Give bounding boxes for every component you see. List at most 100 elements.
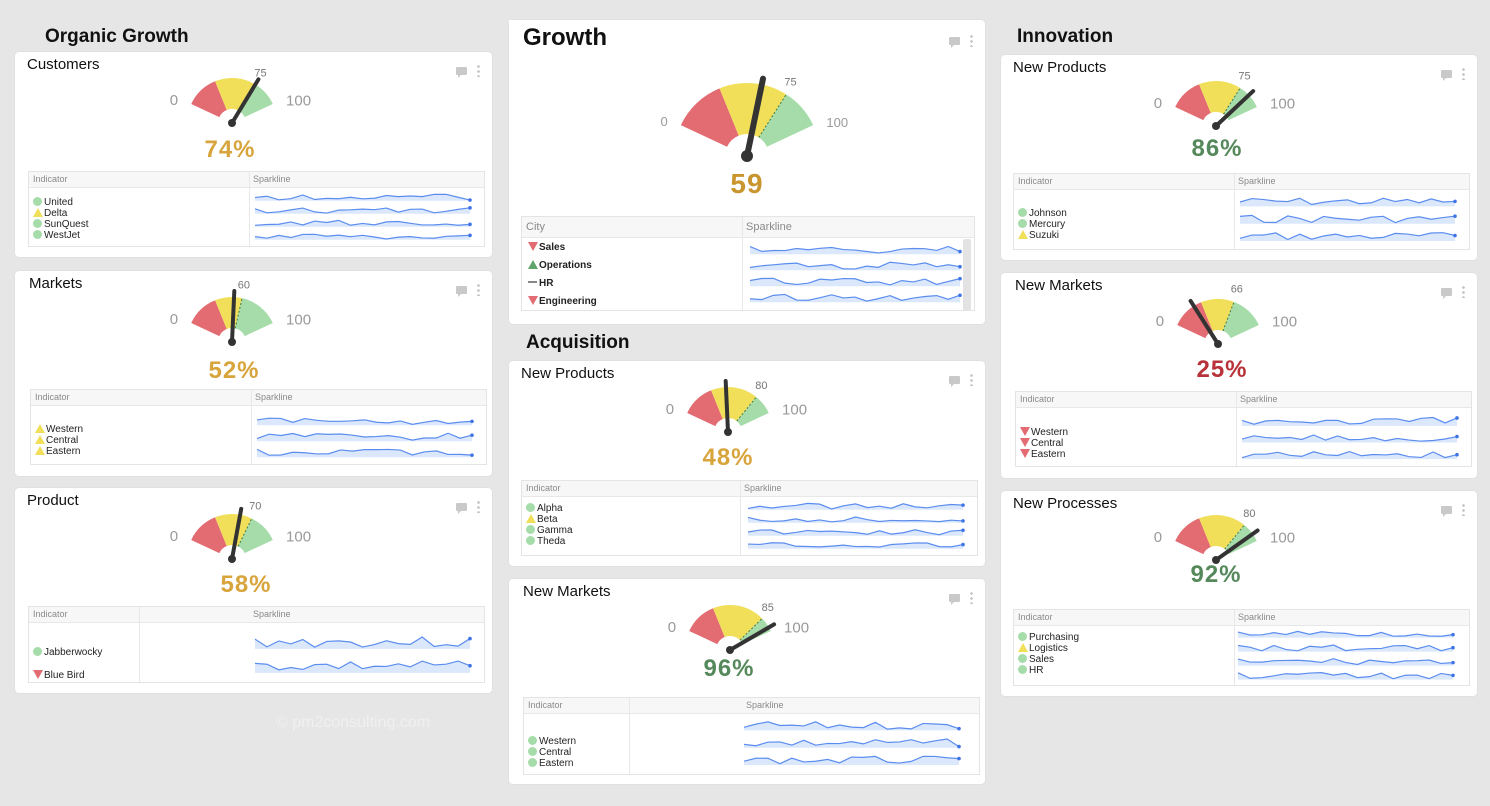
indicator-row[interactable]: Western	[35, 424, 83, 435]
indicator-row[interactable]: United	[33, 197, 88, 208]
card-growth: Growth 0 100 75 59 City Sparkline Sales Ope…	[509, 20, 985, 324]
indicator-row[interactable]: Logistics	[1018, 643, 1079, 654]
sparkline	[747, 516, 964, 523]
more-options-icon[interactable]	[477, 500, 480, 513]
more-options-icon[interactable]	[477, 64, 480, 77]
sparklines	[1239, 197, 1457, 242]
indicator-row[interactable]: Operations	[528, 257, 597, 275]
card-acquisition-new-products: New Products 0 100 80 48% Indicator Sparkl…	[509, 361, 985, 566]
gauge-yellow-band	[1199, 81, 1241, 115]
column-header-indicator[interactable]: Indicator	[528, 700, 563, 710]
comment-icon[interactable]	[1441, 69, 1452, 81]
comment-icon[interactable]	[949, 375, 960, 387]
column-header-sparkline[interactable]: Sparkline	[253, 174, 291, 184]
more-options-icon[interactable]	[1462, 503, 1465, 516]
column-header-sparkline[interactable]: Sparkline	[255, 392, 293, 402]
column-header-indicator[interactable]: Indicator	[1018, 176, 1053, 186]
indicator-row[interactable]: Central	[1020, 438, 1068, 449]
column-header-sparkline[interactable]: Sparkline	[744, 483, 782, 493]
gauge-needle	[230, 506, 244, 561]
sparkline-area	[255, 661, 470, 673]
comment-icon[interactable]	[456, 285, 467, 297]
indicator-row[interactable]: Purchasing	[1018, 632, 1079, 643]
indicator-row[interactable]: Western	[1020, 427, 1068, 438]
sparkline	[254, 219, 471, 226]
column-header-indicator[interactable]: Indicator	[33, 174, 68, 184]
column-header-indicator[interactable]: Indicator	[35, 392, 70, 402]
indicator-row[interactable]: Blue Bird	[33, 664, 102, 687]
indicator-table: Indicator Sparkline Western Central Easter…	[30, 389, 487, 465]
more-options-icon[interactable]	[1462, 67, 1465, 80]
status-down-icon	[1020, 427, 1030, 436]
gauge-target-label: 80	[755, 380, 767, 392]
indicator-row[interactable]: Western	[528, 736, 576, 747]
card-title: Product	[27, 492, 79, 509]
indicator-row[interactable]: Eastern	[528, 758, 576, 769]
sparkline-area	[748, 542, 963, 549]
indicator-row[interactable]: Eastern	[35, 446, 83, 457]
gauge-max-label: 100	[826, 115, 848, 130]
indicator-label: Suzuki	[1029, 230, 1060, 241]
column-header-indicator[interactable]: Indicator	[526, 483, 561, 493]
gauge-target-label: 75	[254, 67, 266, 79]
comment-icon[interactable]	[456, 502, 467, 514]
indicator-row[interactable]: Central	[528, 747, 576, 758]
sparkline	[747, 542, 964, 548]
status-good-icon	[33, 197, 42, 206]
comment-icon[interactable]	[456, 66, 467, 78]
gauge-target-mark	[234, 298, 243, 329]
indicator-row[interactable]: Beta	[526, 514, 573, 525]
indicator-row[interactable]: Delta	[33, 208, 88, 219]
more-options-icon[interactable]	[970, 591, 973, 604]
more-options-icon[interactable]	[477, 283, 480, 296]
indicator-row[interactable]: Suzuki	[1018, 230, 1067, 241]
status-good-icon	[528, 736, 537, 745]
sparklines	[254, 636, 472, 673]
indicator-row[interactable]: Engineering	[528, 293, 597, 311]
indicator-row[interactable]: Central	[35, 435, 83, 446]
gauge-hub	[228, 119, 236, 127]
more-options-icon[interactable]	[970, 34, 973, 47]
more-options-icon[interactable]	[970, 373, 973, 386]
indicator-row[interactable]: Mercury	[1018, 219, 1067, 230]
indicator-row[interactable]: Alpha	[526, 503, 573, 514]
column-header-sparkline[interactable]: Sparkline	[1240, 394, 1278, 404]
indicator-row[interactable]: Gamma	[526, 525, 573, 536]
gauge-hub	[1214, 340, 1222, 348]
indicator-row[interactable]: Sales	[1018, 654, 1079, 665]
indicator-row[interactable]: SunQuest	[33, 219, 88, 230]
indicator-row[interactable]: WestJet	[33, 230, 88, 241]
sparkline	[749, 245, 961, 254]
indicator-row[interactable]: HR	[1018, 665, 1079, 676]
comment-icon[interactable]	[1441, 505, 1452, 517]
column-header-sparkline[interactable]: Sparkline	[1238, 612, 1276, 622]
sparkline	[743, 721, 960, 730]
column-header-sparkline[interactable]: Sparkline	[1238, 176, 1276, 186]
status-good-icon	[528, 747, 537, 756]
column-header-sparkline[interactable]: Sparkline	[746, 221, 792, 233]
indicator-row[interactable]: Eastern	[1020, 449, 1068, 460]
sparklines	[743, 721, 961, 766]
column-header-indicator[interactable]: Indicator	[1018, 612, 1053, 622]
column-header-sparkline[interactable]: Sparkline	[253, 609, 291, 619]
column-header-sparkline[interactable]: Sparkline	[746, 700, 784, 710]
column-header-indicator[interactable]: Indicator	[1020, 394, 1055, 404]
more-options-icon[interactable]	[1462, 285, 1465, 298]
gauge-red-band	[1175, 518, 1211, 555]
indicator-row[interactable]: HR	[528, 275, 597, 293]
comment-icon[interactable]	[949, 36, 960, 48]
column-header-city[interactable]: City	[526, 221, 545, 233]
column-header-indicator[interactable]: Indicator	[33, 609, 68, 619]
status-warning-icon	[1018, 230, 1028, 239]
indicator-row[interactable]: Theda	[526, 536, 573, 547]
indicator-row[interactable]: Johnson	[1018, 208, 1067, 219]
indicator-row[interactable]: Sales	[528, 239, 597, 257]
gauge-max-label: 100	[286, 312, 311, 329]
table-scrollbar[interactable]	[963, 239, 971, 311]
indicator-table: Indicator Sparkline Western Central Easter…	[523, 697, 980, 775]
gauge-min-label: 0	[668, 619, 676, 636]
indicator-row[interactable]: Jabberwocky	[33, 641, 102, 664]
card-title: New Markets	[523, 583, 611, 600]
comment-icon[interactable]	[949, 593, 960, 605]
comment-icon[interactable]	[1441, 287, 1452, 299]
